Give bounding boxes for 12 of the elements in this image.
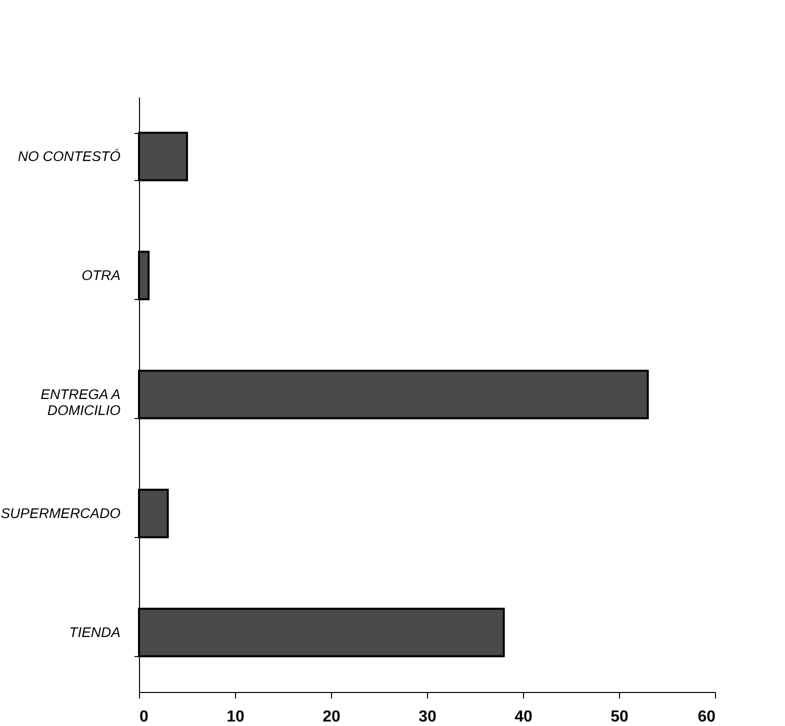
x-tick-label: 0: [140, 708, 148, 726]
y-tick-label: OTRA: [82, 267, 120, 283]
y-tick-label: ENTREGA A DOMICILIO: [40, 386, 121, 418]
y-tick-label: NO CONTESTÓ: [18, 148, 121, 164]
x-tick-label: 50: [610, 708, 628, 726]
y-tick-label: SUPERMERCADO: [0, 505, 121, 521]
x-tick-label: 20: [322, 708, 340, 726]
x-tick-label: 30: [418, 708, 436, 726]
y-tick-label: TIENDA: [69, 624, 120, 640]
x-tick-label: 60: [698, 708, 716, 726]
x-tick-label: 10: [226, 708, 244, 726]
x-tick-label: 40: [514, 708, 532, 726]
